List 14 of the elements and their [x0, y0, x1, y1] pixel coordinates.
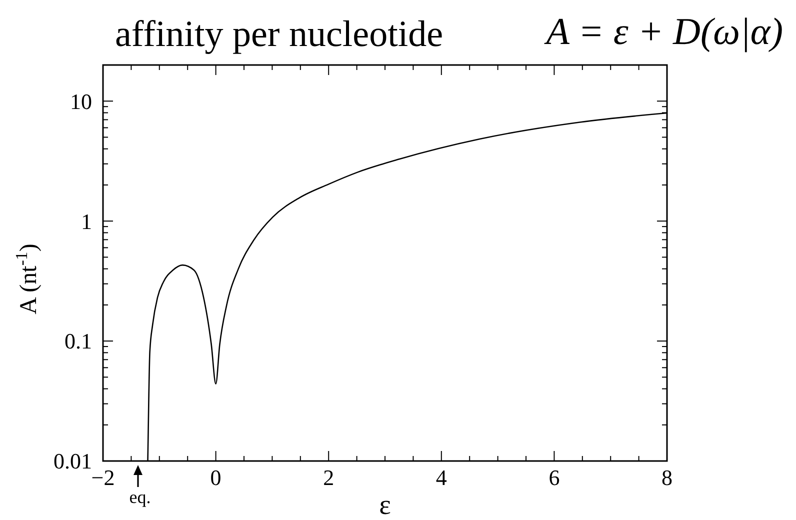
x-tick-label: 0 — [210, 465, 222, 490]
x-tick-label: 2 — [323, 465, 334, 490]
chart-subtitle: A = ε + D(ω|α) — [543, 11, 783, 53]
y-tick-label: 1 — [81, 208, 92, 234]
y-tick-label: 10 — [70, 88, 92, 114]
y-tick-label: 0.01 — [54, 448, 92, 474]
x-tick-label: 6 — [548, 465, 560, 490]
x-tick-label: 4 — [436, 465, 447, 490]
x-tick-label: −2 — [91, 465, 115, 490]
x-axis-title: ε — [379, 490, 391, 520]
chart-title: affinity per nucleotide — [115, 14, 444, 55]
y-tick-label: 0.1 — [64, 328, 92, 354]
x-tick-label: 8 — [662, 465, 672, 490]
text: eq. — [129, 487, 151, 507]
